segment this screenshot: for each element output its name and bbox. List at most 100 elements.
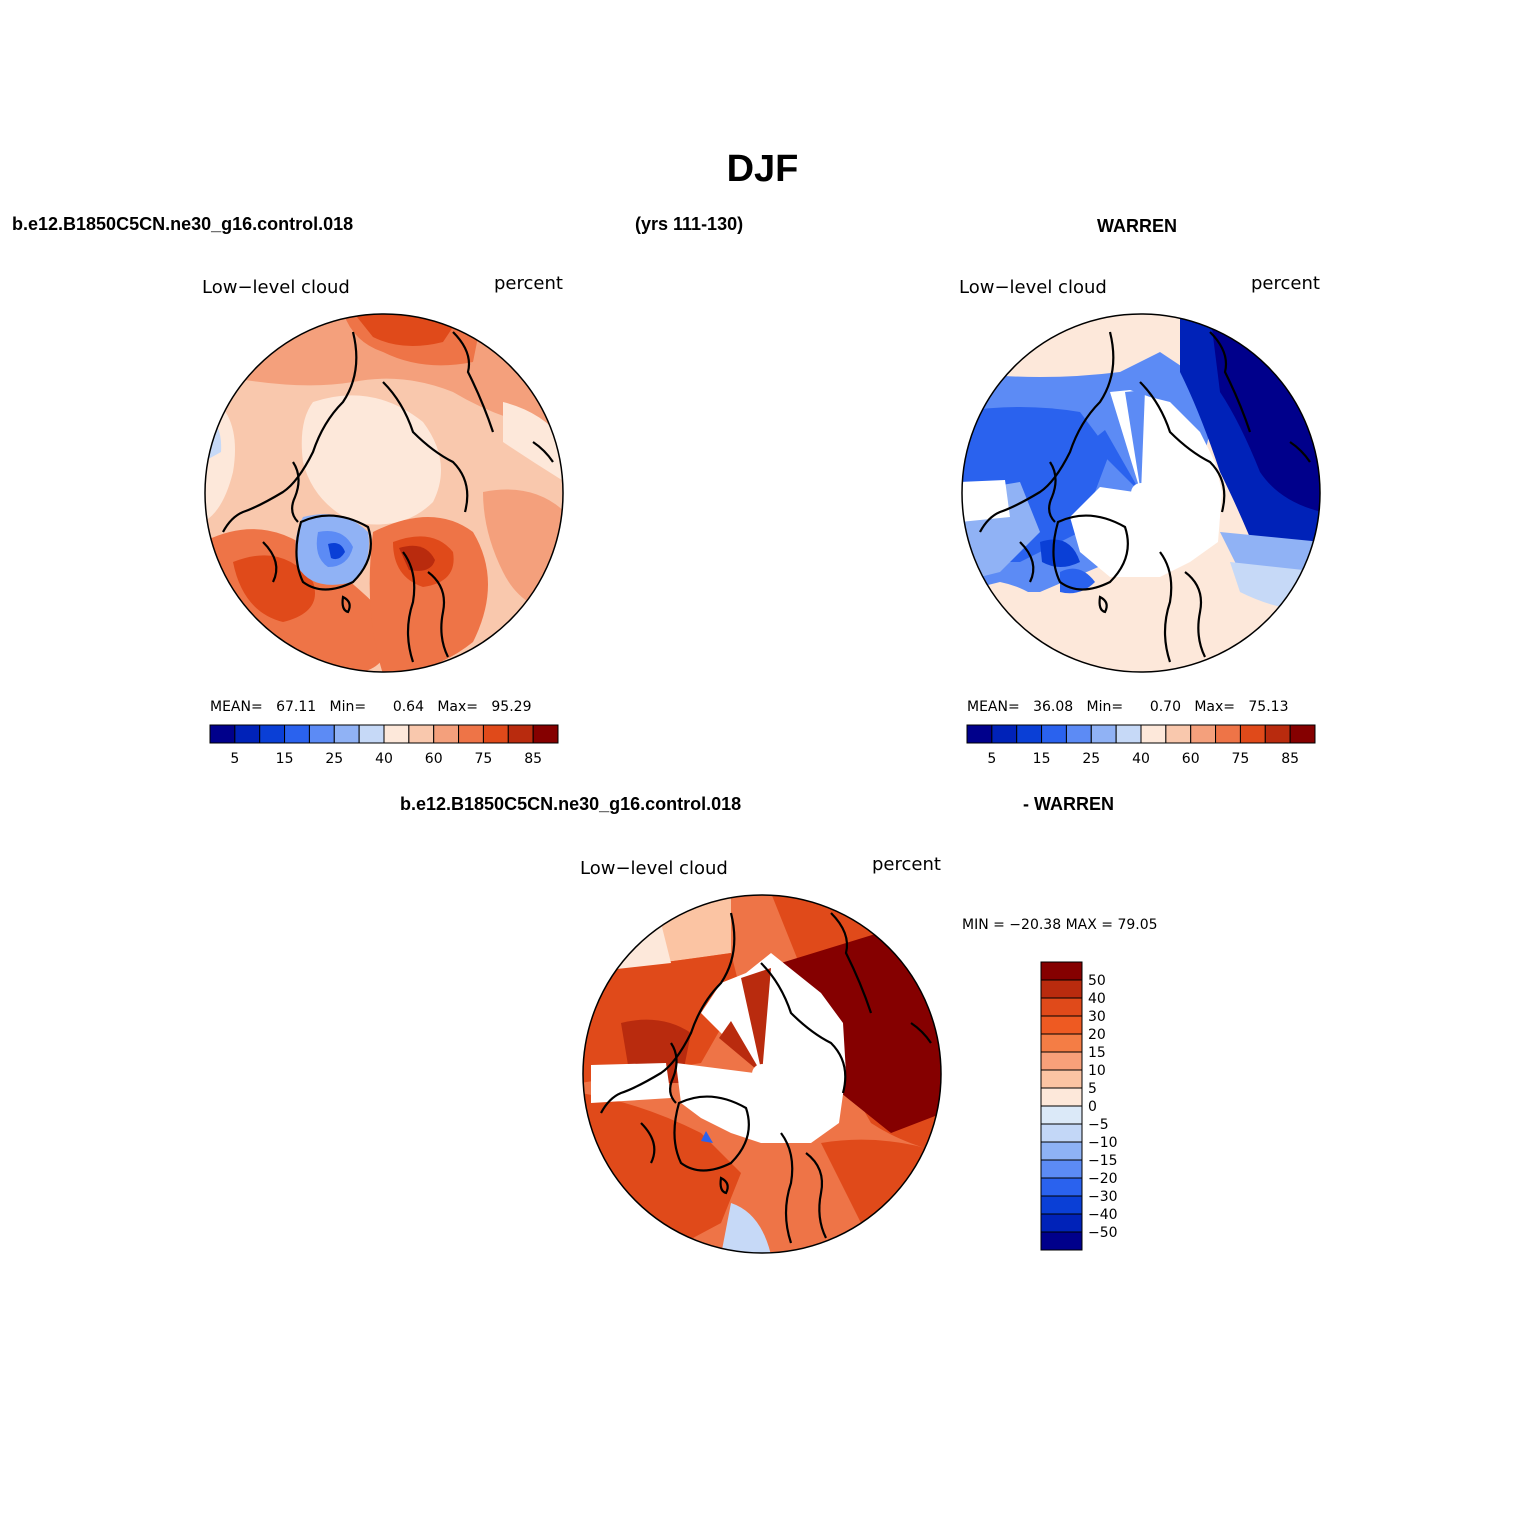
colorbar-swatch [1040, 997, 1083, 1017]
colorbar-tick-label: 40 [1088, 991, 1106, 1007]
colorbar-tick-label: 20 [1088, 1027, 1106, 1043]
colorbar-swatch [482, 724, 509, 744]
panel1-units: percent [494, 273, 563, 294]
colorbar-swatch [1016, 724, 1043, 744]
colorbar-swatch [458, 724, 484, 744]
colorbar-tick-label: 85 [524, 751, 542, 767]
colorbar-swatch [1040, 1231, 1083, 1251]
colorbar-swatch [1040, 1213, 1083, 1233]
colorbar-swatch [991, 724, 1018, 744]
colorbar-tick-label: 5 [987, 751, 996, 767]
colorbar-swatch [234, 724, 261, 744]
colorbar-swatch [1065, 724, 1092, 744]
panel2-max: 75.13 [1248, 699, 1289, 715]
colorbar-tick-label: 10 [1088, 1063, 1106, 1079]
colorbar-tick-label: 15 [1033, 751, 1051, 767]
colorbar-swatch [1115, 724, 1142, 744]
panel1-min-label: Min= [329, 699, 367, 715]
colorbar-swatch [408, 724, 435, 744]
colorbar-swatch [1165, 724, 1192, 744]
colorbar-tick-label: −30 [1088, 1189, 1118, 1205]
colorbar-tick-label: 60 [425, 751, 443, 767]
colorbar-tick-label: −50 [1088, 1225, 1118, 1241]
colorbar-swatch [1264, 724, 1291, 744]
colorbar-swatch [1215, 724, 1241, 744]
years-label: (yrs 111-130) [635, 214, 744, 234]
colorbar-tick-label: 75 [475, 751, 493, 767]
panel2-mean-label: MEAN= [967, 699, 1020, 715]
colorbar-tick-label: 30 [1088, 1009, 1106, 1025]
panel1-stats: MEAN= 67.11 Min= 0.64 Max= 95.29 [210, 699, 531, 715]
colorbar-swatch [1040, 1123, 1083, 1143]
panel2-max-label: Max= [1194, 699, 1236, 715]
panel2-units: percent [1251, 273, 1320, 294]
colorbar-swatch [1040, 1159, 1083, 1179]
colorbar-swatch [966, 724, 993, 744]
map-difference [582, 894, 942, 1254]
panel1-min: 0.64 [392, 699, 424, 715]
panel1-max: 95.29 [491, 699, 532, 715]
colorbar-swatch [433, 724, 460, 744]
colorbar-tick-label: 85 [1281, 751, 1299, 767]
colorbar-tick-label: 40 [375, 751, 393, 767]
colorbar-swatch [1040, 1141, 1083, 1161]
colorbar-swatch [358, 724, 385, 744]
colorbar-tick-label: −15 [1088, 1153, 1118, 1169]
colorbar-panel1: 515254060758595 [209, 724, 559, 767]
colorbar-panel2: 515254060758595 [966, 724, 1316, 767]
colorbar-tick-label: 75 [1232, 751, 1250, 767]
colorbar-swatch [209, 724, 236, 744]
panel2-variable: Low−level cloud [959, 277, 1107, 298]
colorbar-swatch [1040, 961, 1083, 981]
colorbar-swatch [1190, 724, 1217, 744]
panel1-mean-label: MEAN= [210, 699, 263, 715]
colorbar-swatch [259, 724, 286, 744]
colorbar-swatch [1040, 1069, 1083, 1089]
panel1-max-label: Max= [437, 699, 479, 715]
diff-units: percent [872, 854, 941, 875]
diff-title-left: b.e12.B1850C5CN.ne30_g16.control.018 [400, 794, 742, 814]
colorbar-swatch [1040, 1033, 1083, 1053]
colorbar-tick-label: 5 [1088, 1081, 1097, 1097]
colorbar-swatch [1041, 724, 1067, 744]
colorbar-swatch [383, 724, 410, 744]
colorbar-swatch [1040, 1087, 1083, 1107]
panel1-variable: Low−level cloud [202, 277, 350, 298]
panel2-mean: 36.08 [1033, 699, 1074, 715]
colorbar-swatch [1040, 1195, 1083, 1215]
colorbar-swatch [532, 724, 559, 744]
colorbar-swatch [333, 724, 360, 744]
colorbar-swatch [507, 724, 534, 744]
case-name: b.e12.B1850C5CN.ne30_g16.control.018 [12, 214, 354, 234]
colorbar-tick-label: 0 [1088, 1099, 1097, 1115]
colorbar-tick-label: 5 [230, 751, 239, 767]
colorbar-tick-label: 50 [1088, 973, 1106, 989]
page-title: DJF [726, 148, 799, 190]
diff-title-right: - WARREN [1023, 794, 1114, 814]
colorbar-tick-label: −40 [1088, 1207, 1118, 1223]
map-model [204, 313, 564, 673]
colorbar-swatch [1140, 724, 1167, 744]
colorbar-tick-label: −10 [1088, 1135, 1118, 1151]
diff-variable: Low−level cloud [580, 858, 728, 879]
panel1-mean: 67.11 [276, 699, 317, 715]
colorbar-tick-label: 15 [1088, 1045, 1106, 1061]
colorbar-tick-label: 15 [276, 751, 294, 767]
colorbar-swatch [1040, 1015, 1083, 1035]
colorbar-tick-label: 60 [1182, 751, 1200, 767]
colorbar-swatch [1040, 1105, 1083, 1125]
colorbar-swatch [1239, 724, 1266, 744]
diff-minmax: MIN = −20.38 MAX = 79.05 [962, 917, 1158, 933]
panel2-min: 0.70 [1149, 699, 1181, 715]
colorbar-swatch [1090, 724, 1117, 744]
panel2-stats: MEAN= 36.08 Min= 0.70 Max= 75.13 [967, 699, 1288, 715]
colorbar-tick-label: −5 [1088, 1117, 1109, 1133]
obs-name: WARREN [1097, 216, 1177, 236]
colorbar-tick-label: 25 [1082, 751, 1100, 767]
colorbar-swatch [1040, 1051, 1083, 1071]
panel2-min-label: Min= [1086, 699, 1124, 715]
colorbar-swatch [1040, 1177, 1083, 1197]
colorbar-swatch [308, 724, 335, 744]
colorbar-swatch [1289, 724, 1316, 744]
